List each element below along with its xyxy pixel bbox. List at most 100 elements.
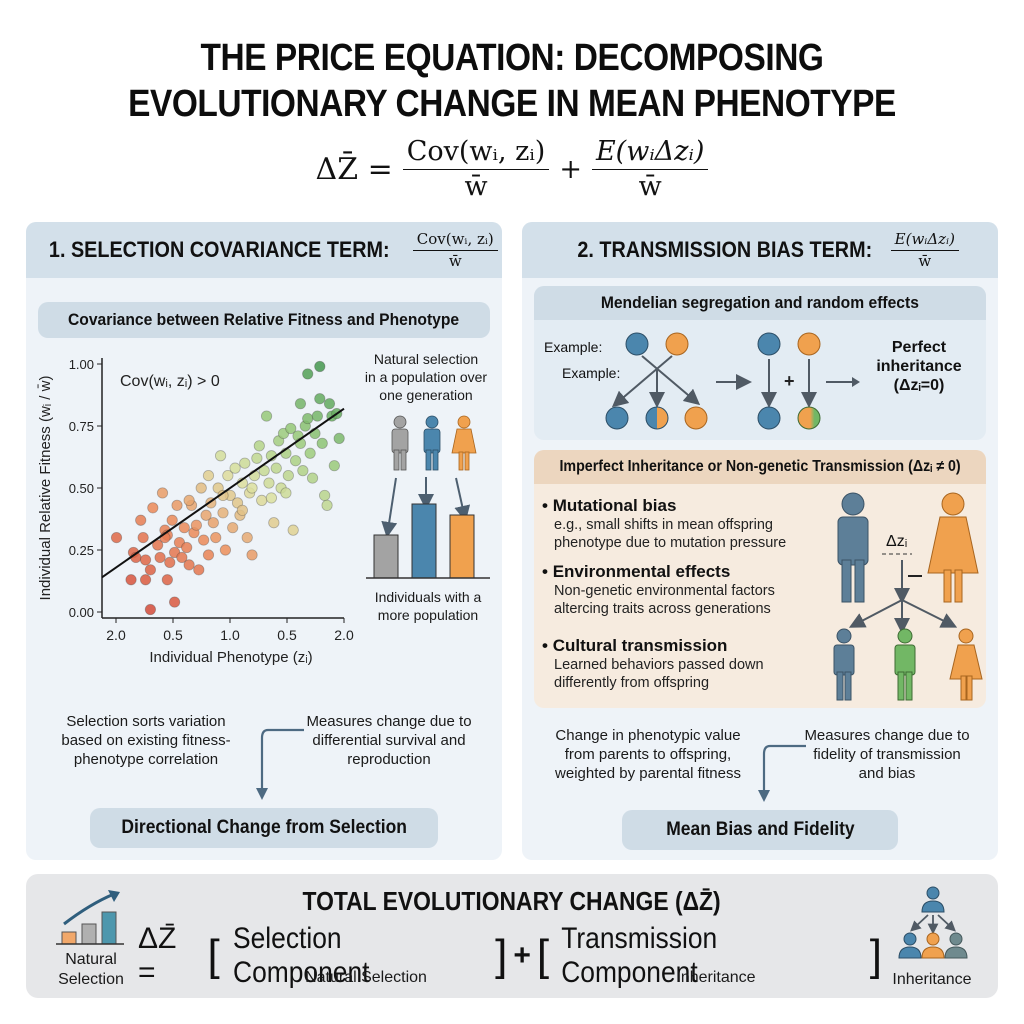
- x-tick-label: 1.0: [220, 627, 240, 643]
- note-line: Measures change due to: [306, 713, 472, 730]
- data-point: [319, 489, 331, 502]
- data-point: [144, 564, 157, 576]
- data-point: [125, 574, 137, 586]
- data-point: [273, 435, 285, 447]
- x-tick-label: 2.0: [106, 627, 126, 643]
- arrow-icon: [381, 477, 398, 538]
- mendelian-title: Mendelian segregation and random effects: [600, 293, 920, 312]
- bullet-list: • Mutational bias e.g., small shifts in …: [542, 496, 822, 692]
- directional-change-text: Directional Change from Selection: [121, 817, 407, 838]
- transmission-fraction: E(wᵢΔzᵢ) w̄: [591, 136, 709, 202]
- bullet-line: Non-genetic environmental factors: [554, 583, 775, 599]
- data-point: [241, 532, 253, 544]
- covariance-subheading: Covariance between Relative Fitness and …: [38, 302, 490, 338]
- offspring-blue-icon: [833, 628, 855, 701]
- data-point: [314, 393, 326, 405]
- example-label: Example:: [562, 365, 621, 381]
- data-point: [210, 532, 222, 544]
- y-tick-label: 1.00: [69, 357, 94, 372]
- selection-illustration-caption: Natural selection in a population over o…: [356, 350, 496, 404]
- data-point: [268, 517, 280, 529]
- note-line: phenotype correlation: [73, 751, 219, 768]
- selection-panel: 1. SELECTION COVARIANCE TERM: Cov(wᵢ, zᵢ…: [26, 222, 502, 860]
- covariance-annotation: Cov(wᵢ, zᵢ) > 0: [120, 373, 220, 390]
- bullet-mutational-bias: • Mutational bias e.g., small shifts in …: [542, 496, 822, 552]
- note-line: based on existing fitness-: [61, 732, 231, 749]
- mixed-offspring-icon: [645, 406, 669, 430]
- selection-component-label: Selection Component: [232, 922, 370, 989]
- selection-component-sublabel: Natural Selection: [305, 969, 427, 986]
- transmission-term-denominator: w̄: [918, 252, 932, 270]
- gray-bar: [373, 534, 399, 579]
- offspring-orange-icon: [949, 628, 983, 701]
- father-icon: [837, 492, 869, 603]
- note-line: reproduction: [347, 751, 431, 768]
- data-point: [321, 499, 333, 511]
- transmission-denominator: w̄: [638, 171, 662, 202]
- transmission-numerator: E(wᵢΔzᵢ): [591, 136, 709, 170]
- data-point: [246, 549, 258, 561]
- data-point: [190, 519, 202, 531]
- blue-offspring-icon: [605, 406, 629, 430]
- data-point: [229, 462, 241, 474]
- x-tick-label: 2.0: [334, 627, 354, 643]
- data-point: [214, 450, 227, 462]
- data-point: [302, 368, 314, 380]
- selection-bars-illustration: [366, 415, 490, 579]
- note-line: and bias: [858, 765, 916, 782]
- data-point: [178, 522, 190, 534]
- selection-panel-title: 1. SELECTION COVARIANCE TERM:: [49, 237, 390, 262]
- transmission-panel: 2. TRANSMISSION BIAS TERM: E(wᵢΔzᵢ) w̄ M…: [522, 222, 998, 860]
- data-point: [144, 603, 157, 616]
- note-line: fidelity of transmission: [813, 746, 961, 763]
- data-point: [202, 470, 215, 482]
- footer-title-text: TOTAL EVOLUTIONARY CHANGE (ΔZ̄): [302, 886, 722, 916]
- bullet-cultural-transmission: • Cultural transmission Learned behavior…: [542, 636, 822, 692]
- page-title-line-2: EVOLUTIONARY CHANGE IN MEAN PHENOTYPE: [128, 83, 896, 125]
- covariance-subheading-text: Covariance between Relative Fitness and …: [68, 310, 460, 329]
- y-tick-label: 0.00: [69, 605, 94, 620]
- result-line: (Δzᵢ=0): [893, 377, 945, 394]
- data-point: [236, 504, 248, 516]
- mendelian-box: Mendelian segregation and random effects…: [534, 286, 986, 440]
- data-point: [164, 556, 176, 568]
- blue-person-icon: [423, 415, 441, 471]
- page-title-line-1: THE PRICE EQUATION: DECOMPOSING: [200, 37, 824, 79]
- bullet-line: Learned behaviors passed down: [554, 657, 764, 673]
- total-change-footer: TOTAL EVOLUTIONARY CHANGE (ΔZ̄) Natural …: [26, 874, 998, 998]
- x-axis-label: Individual Phenotype (zᵢ): [149, 649, 312, 666]
- example-label: Example:: [544, 339, 603, 355]
- equation-plus: +: [559, 153, 582, 185]
- data-point: [156, 487, 169, 499]
- transmission-term-fraction: E(wᵢΔzᵢ) w̄: [890, 230, 959, 270]
- mean-bias-result: Mean Bias and Fidelity: [622, 810, 898, 850]
- footer-equation: ΔZ̄ = [ Selection Component ] + [ Transm…: [138, 922, 882, 990]
- inheritance-icon-label: Inheritance: [892, 971, 972, 988]
- data-point: [263, 477, 275, 489]
- data-point: [289, 455, 302, 467]
- data-point: [285, 422, 297, 435]
- data-point: [217, 507, 229, 519]
- data-point: [176, 551, 188, 564]
- natural-selection-icon-label: Natural Selection: [48, 950, 134, 990]
- data-point: [166, 514, 178, 526]
- data-point: [311, 410, 323, 422]
- data-point: [302, 412, 314, 425]
- bullet-environmental-effects: • Environmental effects Non-genetic envi…: [542, 562, 822, 618]
- bullet-title: Mutational bias: [552, 496, 677, 515]
- arrow-icon: [454, 477, 471, 522]
- selection-term-numerator: Cov(wᵢ, zᵢ): [412, 230, 498, 251]
- data-point: [316, 437, 328, 449]
- data-point: [282, 470, 294, 482]
- offspring-green-icon: [894, 628, 916, 701]
- data-point: [256, 494, 268, 506]
- caption-line: more population: [377, 607, 479, 623]
- natural-selection-bars-icon: [56, 890, 124, 945]
- transmission-component-sublabel: Inheritance: [676, 969, 756, 986]
- delta-z-label: Δzᵢ: [886, 533, 907, 550]
- fitness-phenotype-scatter-chart: 0.00 0.25 0.50 0.75 1.00 2.0 0.5 1.0 0.5 2.0 Indiv…: [37, 357, 354, 666]
- data-point: [195, 482, 207, 494]
- result-line: inheritance: [876, 358, 962, 375]
- data-point: [239, 457, 251, 469]
- note-line: differential survival and: [312, 732, 466, 749]
